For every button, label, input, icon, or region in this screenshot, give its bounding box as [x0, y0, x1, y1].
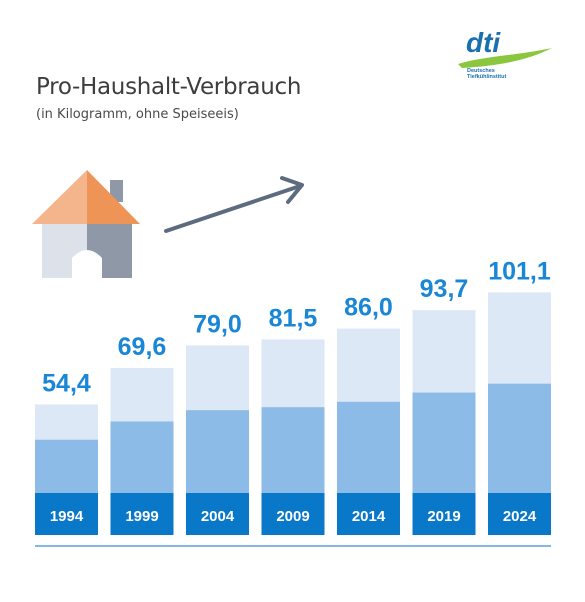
bar-segment-bottom-1994: [35, 493, 98, 535]
bar-segment-bottom-2004: [186, 493, 249, 535]
house-icon: [32, 170, 140, 278]
house-door: [72, 250, 102, 278]
house-roof-left: [32, 170, 87, 224]
bar-segment-bottom-2009: [261, 493, 325, 535]
x-tick-label-2019: 2019: [427, 508, 460, 525]
data-label-1999: 69,6: [118, 333, 167, 361]
data-label-2009: 81,5: [269, 304, 318, 332]
chart-subtitle: (in Kilogramm, ohne Speiseeis): [36, 107, 239, 122]
x-tick-label-1999: 1999: [125, 508, 158, 525]
x-tick-label-2014: 2014: [352, 508, 386, 525]
dti-logo: dti: [458, 27, 552, 68]
data-label-1994: 54,4: [42, 369, 91, 397]
bar-segment-bottom-2019: [412, 493, 476, 535]
chart-title: Pro-Haushalt-Verbrauch: [36, 74, 302, 100]
data-label-2004: 79,0: [193, 310, 242, 338]
data-label-2019: 93,7: [420, 275, 469, 303]
x-tick-label-2024: 2024: [503, 508, 537, 525]
logo-wordmark: dti: [466, 27, 501, 58]
data-label-2024: 101,1: [488, 257, 551, 285]
bar-segment-bottom-2014: [337, 493, 400, 535]
logo-swoosh: [458, 48, 552, 68]
x-tick-label-2004: 2004: [201, 508, 235, 525]
logo-line-2: Tiefkühlinstitut: [467, 74, 507, 80]
trend-arrow-icon: [164, 176, 304, 233]
x-tick-label-2009: 2009: [276, 508, 309, 525]
house-chimney: [110, 180, 123, 202]
bar-segment-bottom-2024: [488, 493, 551, 535]
house-roof-right: [87, 170, 140, 224]
x-tick-label-1994: 1994: [50, 508, 84, 525]
logo-line-1: Deutsches: [467, 68, 495, 74]
data-label-2014: 86,0: [344, 294, 393, 322]
bar-segment-bottom-1999: [110, 493, 174, 535]
